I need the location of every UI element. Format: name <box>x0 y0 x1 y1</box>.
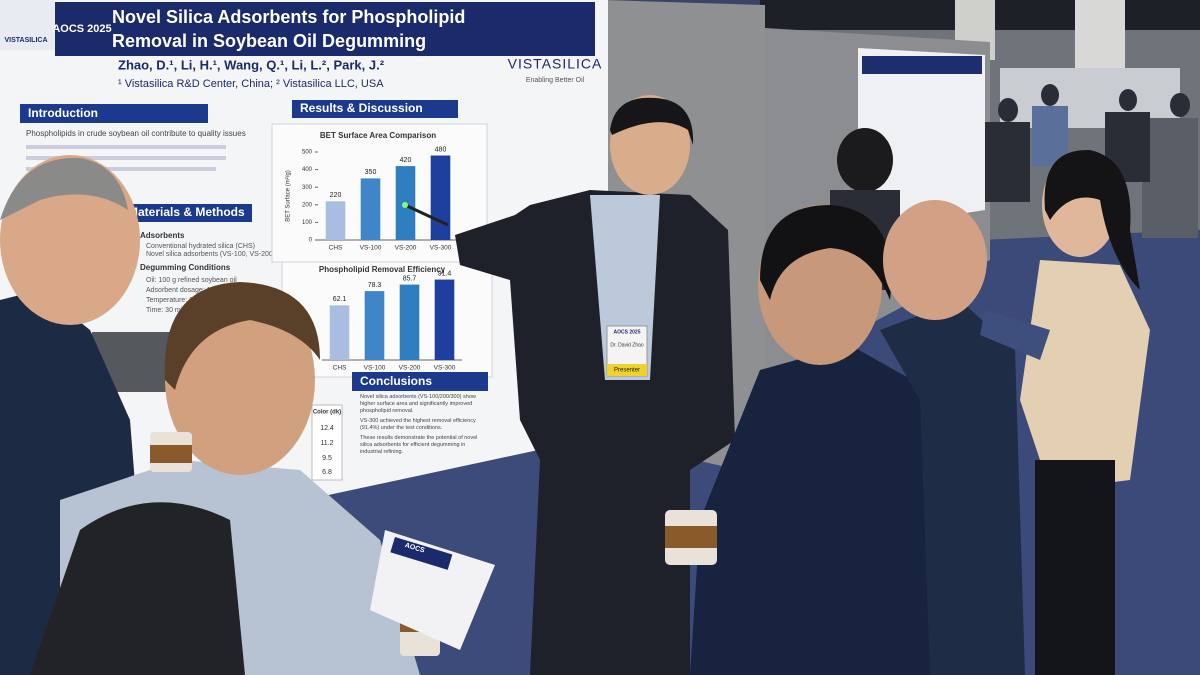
table-cell: 11.2 <box>320 440 333 447</box>
poster-title: Removal in Soybean Oil Degumming <box>112 31 426 51</box>
section-heading-bar <box>352 372 488 391</box>
table-header: Color (dk) <box>313 410 341 416</box>
background-poster-header <box>862 56 982 74</box>
intro-text: Phospholipids in crude soybean oil contr… <box>26 129 246 138</box>
y-axis-label: BET Surface (m²/g) <box>286 170 292 222</box>
section-heading-bar <box>292 100 458 118</box>
table <box>311 404 343 481</box>
x-tick-label: CHS <box>329 245 343 252</box>
section-heading-bar <box>120 204 252 222</box>
x-tick-label: VS-100 <box>360 245 382 252</box>
x-tick-label: VS-200 <box>395 245 417 252</box>
x-tick-label: VS-200 <box>399 365 421 372</box>
section-heading: Introduction <box>28 106 98 120</box>
section-heading: Results & Discussion <box>300 101 423 115</box>
foreground-people: AOCS <box>0 149 1150 675</box>
conclusions-list: Novel silica adsorbents (VS-100/200/300)… <box>360 394 482 456</box>
pillar <box>1075 0 1125 80</box>
methods-group: Degumming Conditions <box>140 263 231 272</box>
value-label: 62.1 <box>333 296 347 303</box>
x-tick-label: VS-300 <box>430 245 452 252</box>
y-tick-label: 300 <box>302 185 313 191</box>
value-label: 91.4 <box>438 270 452 277</box>
badge-event: AOCS 2025 <box>614 329 641 335</box>
affiliations: ¹ Vistasilica R&D Center, China; ² Vista… <box>118 78 384 90</box>
bar <box>329 305 350 360</box>
illegible-line <box>26 167 216 171</box>
conclusions-box: Novel silica adsorbents (VS-100/200/300)… <box>360 394 482 456</box>
methods-item: Adsorbent dosage: 1.0 wt% <box>146 287 232 294</box>
value-label: 350 <box>365 169 377 176</box>
methods-item: Oil: 100 g refined soybean oil <box>146 277 237 284</box>
table-cell: 6.8 <box>322 469 332 476</box>
badge-role: Presenter <box>614 368 640 374</box>
y-tick-label: 400 <box>302 167 313 173</box>
bar <box>325 201 346 240</box>
value-label: 220 <box>330 192 342 199</box>
chart-title: Phospholipid Removal Efficiency <box>319 265 446 274</box>
methods-item: Temperature: 60 °C <box>146 296 207 304</box>
badge-name: Dr. David Zhao <box>610 342 644 348</box>
conclusion-item: Novel silica adsorbents (VS-100/200/300)… <box>360 394 476 414</box>
x-tick-label: VS-300 <box>434 365 456 372</box>
table-cell: 9.5 <box>322 455 332 462</box>
bar <box>434 279 455 360</box>
logo-event: AOCS 2025 <box>52 23 111 35</box>
conclusions-text: Novel silica adsorbents (VS-100/200/300)… <box>360 394 482 456</box>
bar <box>364 291 385 360</box>
chart-title: BET Surface Area Comparison <box>320 131 436 140</box>
illegible-line <box>26 156 226 160</box>
methods-item: Conventional hydrated silica (CHS) <box>146 243 255 250</box>
bar <box>399 284 420 360</box>
methods-item: Time: 30 min <box>146 307 186 314</box>
y-tick-label: 0 <box>309 238 313 244</box>
logo-brand: VISTASILICA <box>4 37 47 44</box>
table-cell: 12.4 <box>320 425 334 432</box>
charts: BET Surface Area Comparison BET Surface (… <box>286 131 462 372</box>
title-band <box>55 2 595 56</box>
methods-item: Novel silica adsorbents (VS-100, VS-200,… <box>146 251 302 258</box>
poster-title: Novel Silica Adsorbents for Phospholipid <box>112 7 465 27</box>
section-heading: Materials & Methods <box>128 205 245 219</box>
y-tick-label: 200 <box>302 202 313 208</box>
background-poster <box>858 48 985 230</box>
logo-box <box>0 0 55 50</box>
value-label: 420 <box>400 157 412 164</box>
methods-group: Adsorbents <box>140 231 185 240</box>
conclusion-item: VS-300 achieved the highest removal effi… <box>360 418 476 431</box>
value-label: 480 <box>435 146 447 153</box>
chart-frame <box>281 261 493 378</box>
x-tick-label: CHS <box>333 365 347 372</box>
bar <box>360 178 381 240</box>
authors: Zhao, D.¹, Li, H.¹, Wang, Q.¹, Li, L.², … <box>118 57 385 72</box>
y-tick-label: 100 <box>302 220 313 226</box>
y-tick-label: 500 <box>302 150 313 156</box>
conclusion-item: These results demonstrate the potential … <box>360 435 478 455</box>
illegible-line <box>26 145 226 149</box>
x-tick-label: VS-100 <box>364 365 386 372</box>
value-label: 85.7 <box>403 275 417 282</box>
brand-name: VISTASILICA <box>508 56 603 72</box>
section-heading-bar <box>20 104 208 123</box>
value-label: 78.3 <box>368 282 382 289</box>
bar <box>430 155 451 240</box>
brand-tagline: Enabling Better Oil <box>526 77 585 84</box>
section-heading: Conclusions <box>360 374 432 388</box>
